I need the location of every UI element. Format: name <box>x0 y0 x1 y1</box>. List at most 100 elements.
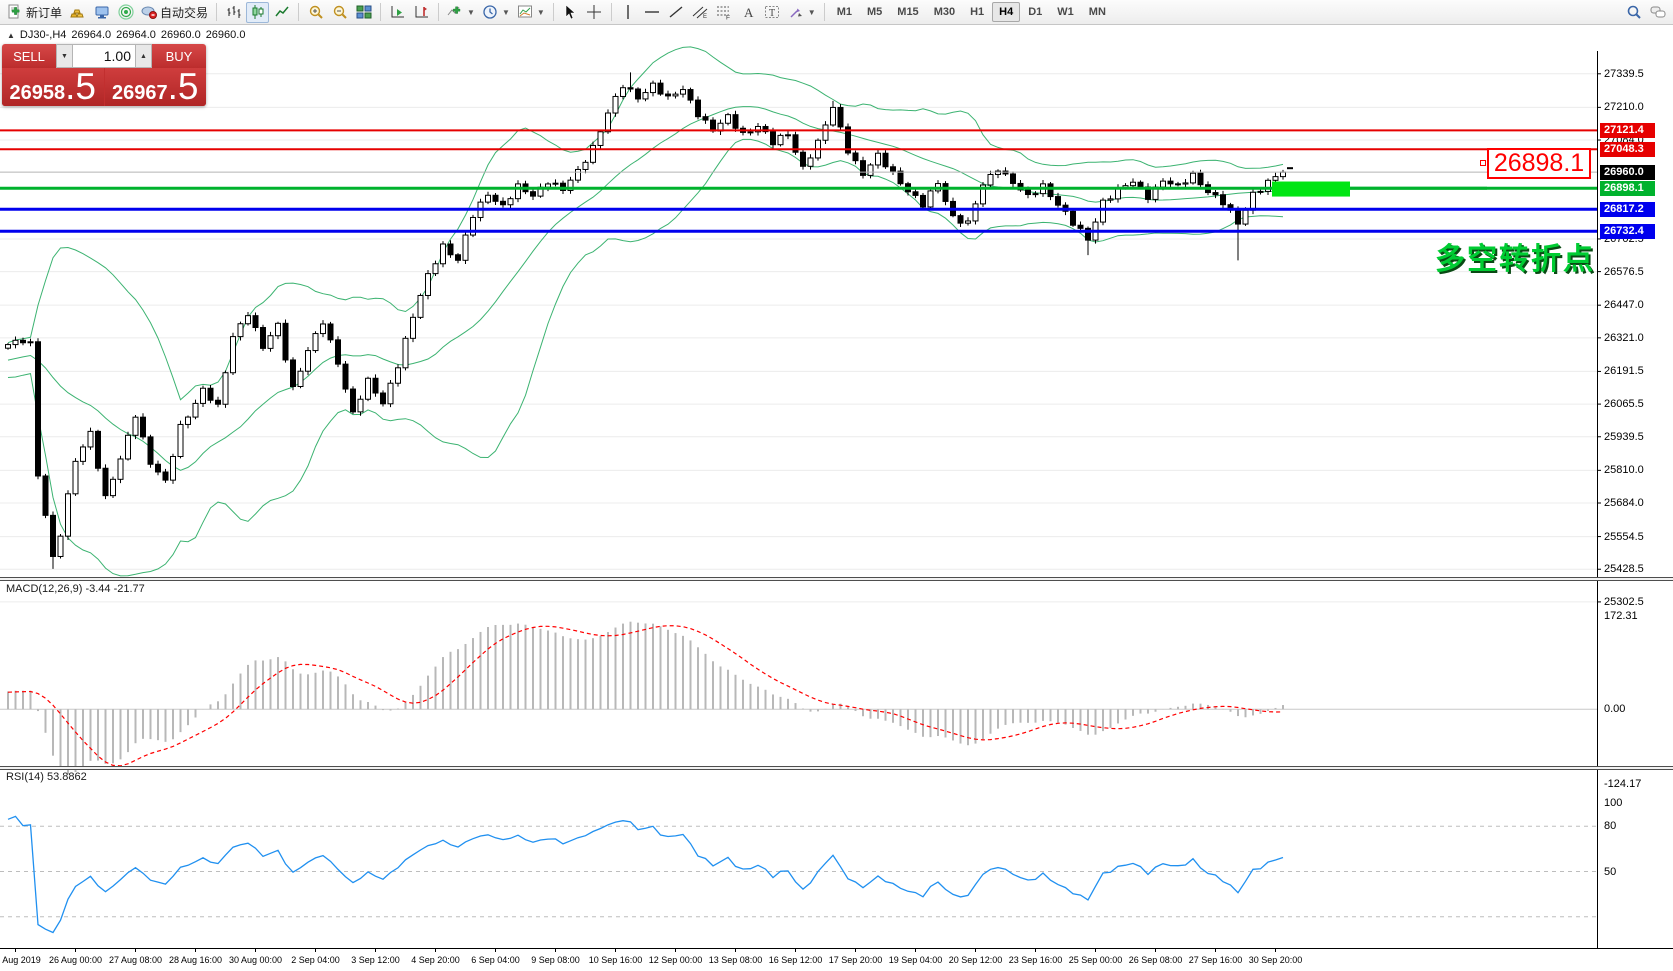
highlight-zone[interactable] <box>1272 181 1350 197</box>
indicators-button[interactable]: ▼ <box>444 2 478 23</box>
new-order-icon-label: 新订单 <box>26 5 63 20</box>
search-button[interactable] <box>1622 2 1645 23</box>
arrows-icon <box>790 8 802 18</box>
dropdown-arrow-icon[interactable]: ▼ <box>501 7 510 17</box>
timeframe-m15-button[interactable]: M15 <box>897 6 919 18</box>
candlestick-chart-button[interactable] <box>246 1 270 23</box>
bollinger-middle-band <box>7 106 1284 471</box>
collapse-icon[interactable]: ▲ <box>7 30 15 40</box>
macd-indicator-label: MACD(12,26,9) -3.44 -21.77 <box>6 583 145 595</box>
horizontal-line-button[interactable] <box>641 2 664 23</box>
toolbar-separator <box>610 3 612 21</box>
close-value: 26960.0 <box>205 29 246 41</box>
bollinger-lower-band <box>7 138 1284 577</box>
timeframe-w1-button[interactable]: W1 <box>1057 6 1074 18</box>
zoom-out-icon <box>333 5 347 19</box>
signals-button[interactable] <box>114 2 137 23</box>
deposit-button[interactable] <box>66 2 89 23</box>
signals-icon <box>117 4 134 20</box>
low-value: 26960.0 <box>160 29 201 41</box>
periods-button[interactable]: ▼ <box>479 2 513 23</box>
toolbar-separator <box>823 3 825 21</box>
zoom-out-button[interactable] <box>328 2 351 23</box>
toolbar-separator <box>298 3 300 21</box>
deposit-icon <box>69 9 84 18</box>
bollinger-bands <box>7 46 1284 577</box>
sell-price[interactable]: 26958.5 <box>2 68 104 106</box>
toolbar-separator <box>380 3 382 21</box>
cursor-button[interactable] <box>559 2 582 23</box>
chat-button[interactable] <box>1646 2 1669 23</box>
remote-terminal-button[interactable] <box>90 2 113 23</box>
line-chart-icon <box>274 6 289 17</box>
toolbar-separator <box>438 3 440 21</box>
line-chart-button[interactable] <box>270 2 293 23</box>
dropdown-arrow-icon[interactable]: ▼ <box>467 7 475 17</box>
bar-chart-button[interactable] <box>222 2 245 23</box>
timeframe-m1-button[interactable]: M1 <box>836 6 852 18</box>
channel-icon: E <box>692 6 708 20</box>
indicators-icon <box>447 6 461 16</box>
buy-price[interactable]: 26967.5 <box>104 66 206 106</box>
crosshair-button[interactable] <box>583 2 606 23</box>
timeframe-h1-button[interactable]: H1 <box>970 6 985 18</box>
autotrading-icon-label: 自动交易 <box>160 5 209 20</box>
text-label-icon: T <box>765 6 780 19</box>
auto-scroll-button[interactable] <box>386 2 409 23</box>
zoom-in-icon <box>309 5 323 19</box>
arrows-button[interactable]: ▼ <box>785 2 819 23</box>
timeframe-m5-button[interactable]: M5 <box>867 6 883 18</box>
candlestick-chart-icon <box>252 5 264 19</box>
buy-button[interactable]: BUY <box>152 44 206 68</box>
zoom-in-button[interactable] <box>304 2 327 23</box>
text-button[interactable]: A <box>737 2 760 23</box>
timeframe-h4-button[interactable]: H4 <box>992 2 1021 22</box>
sell-button[interactable]: SELL <box>2 44 56 68</box>
dropdown-arrow-icon[interactable]: ▼ <box>807 7 816 17</box>
timeframe-d1-button[interactable]: D1 <box>1028 6 1043 18</box>
new-order-icon <box>8 4 20 19</box>
macd-signal-line <box>7 625 1284 767</box>
tile-windows-button[interactable] <box>352 2 375 23</box>
channel-button[interactable]: E <box>689 2 712 23</box>
trendline-button[interactable] <box>665 2 688 23</box>
autotrading-icon <box>141 6 158 19</box>
callout-anchor-handle[interactable] <box>1480 160 1486 166</box>
symbol-period-label: DJ30-,H4 <box>19 29 67 41</box>
chat-icon <box>1650 6 1665 18</box>
trend-annotation-text[interactable]: 多空转折点 <box>1435 243 1595 276</box>
periods-icon <box>483 5 497 19</box>
volume-decrease-button[interactable]: ▼ <box>56 44 73 68</box>
volume-increase-button[interactable]: ▲ <box>135 44 152 68</box>
autotrading-button[interactable]: 自动交易 <box>138 2 211 23</box>
crosshair-icon <box>587 5 602 19</box>
horizontal-line-icon <box>645 11 660 13</box>
buy-price-fraction: .5 <box>167 66 199 106</box>
timeframe-mn-button[interactable]: MN <box>1088 6 1106 18</box>
macd-histogram <box>7 621 1284 775</box>
vertical-line-icon <box>627 5 629 19</box>
chart-shift-icon <box>415 6 428 18</box>
fibonacci-button[interactable]: F <box>713 2 736 23</box>
dropdown-arrow-icon[interactable]: ▼ <box>536 7 545 17</box>
timeframe-m30-button[interactable]: M30 <box>933 6 956 18</box>
panel-splitter-rsi[interactable] <box>0 766 1673 770</box>
sell-price-main: 26958 <box>9 82 66 104</box>
rsi-indicator-label: RSI(14) 53.8862 <box>6 771 87 783</box>
text-label-button[interactable]: T <box>761 2 784 23</box>
chart-ohlc-header: ▲ DJ30-,H4 26964.0 26964.0 26960.0 26960… <box>7 29 245 41</box>
new-order-button[interactable]: 新订单 <box>4 2 65 23</box>
templates-icon <box>517 5 532 18</box>
panel-splitter-macd[interactable] <box>0 577 1673 581</box>
sell-price-fraction: .5 <box>65 66 96 106</box>
chart-window[interactable]: 27339.5 27210.0 27084.0 26702.5 26576.5 26447… <box>0 25 1673 965</box>
text-icon: A <box>744 5 754 20</box>
main-chart-canvas[interactable] <box>0 25 1673 971</box>
chart-shift-button[interactable] <box>410 2 433 23</box>
price-callout[interactable]: 26898.1 <box>1487 148 1591 179</box>
open-value: 26964.0 <box>71 29 112 41</box>
volume-input[interactable] <box>73 44 135 68</box>
templates-button[interactable]: ▼ <box>514 2 548 23</box>
vertical-line-button[interactable] <box>617 2 640 23</box>
rsi-line <box>7 815 1284 934</box>
